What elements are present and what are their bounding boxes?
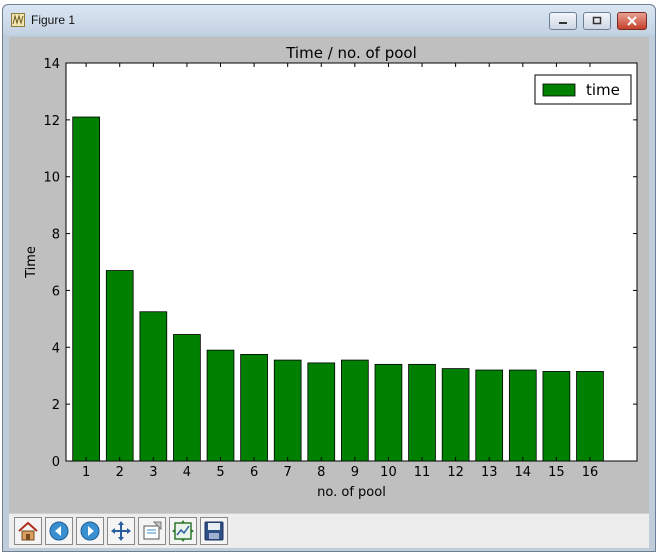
save-icon (204, 521, 224, 541)
bar-7 (273, 359, 302, 462)
app-icon (11, 13, 25, 27)
back-button[interactable] (45, 517, 73, 545)
x-tick-label: 1 (82, 465, 90, 480)
x-tick-label: 16 (582, 465, 599, 480)
x-tick-label: 3 (149, 465, 157, 480)
pan-button[interactable] (107, 517, 135, 545)
bar-6 (240, 353, 268, 462)
x-tick-label: 10 (380, 465, 397, 480)
forward-icon (80, 521, 100, 541)
x-tick-label: 15 (548, 465, 565, 480)
x-tick-label: 2 (116, 465, 124, 480)
zoom-icon (143, 521, 162, 540)
x-tick-label: 6 (250, 465, 258, 480)
configure-subplots-icon (172, 520, 194, 542)
bar-1 (72, 116, 100, 462)
bar-9 (341, 359, 369, 462)
x-tick-label: 7 (284, 465, 292, 480)
bar-5 (206, 349, 235, 462)
pan-icon (111, 521, 131, 541)
y-tick-label: 14 (43, 57, 60, 72)
bar-8 (307, 362, 336, 462)
x-tick-label: 8 (317, 465, 325, 480)
bar-10 (374, 363, 403, 462)
x-axis-label: no. of pool (317, 485, 386, 500)
bar-15 (542, 371, 571, 462)
y-tick-label: 12 (43, 114, 60, 129)
bar-3 (139, 311, 168, 462)
y-tick-label: 10 (43, 171, 60, 186)
bar-chart: Time / no. of pool no. of pool Time 0 2 4 6… (24, 44, 638, 500)
title-bar[interactable]: Figure 1 (3, 5, 655, 35)
y-axis-label: Time (24, 246, 39, 279)
x-tick-label: 13 (481, 465, 498, 480)
bar-4 (173, 334, 201, 462)
bar-13 (475, 369, 504, 462)
minimize-button[interactable] (549, 12, 577, 30)
x-tick-label: 11 (414, 465, 431, 480)
y-tick-label: 8 (52, 228, 60, 243)
close-button[interactable] (617, 12, 647, 30)
x-tick-label: 14 (515, 465, 532, 480)
figure-window: Figure 1 Time / no. of pool no. of pool … (2, 4, 656, 552)
bar-2 (105, 270, 134, 462)
bars-group (72, 116, 604, 462)
y-tick-label: 6 (52, 284, 60, 299)
legend-swatch-time (542, 83, 576, 97)
legend-label-time: time (586, 81, 620, 99)
maximize-icon (592, 16, 602, 25)
y-ticks-group: 0 2 4 6 8 10 12 14 (43, 57, 637, 470)
bar-14 (508, 369, 537, 462)
y-tick-label: 0 (52, 455, 60, 470)
forward-button[interactable] (76, 517, 104, 545)
bar-16 (576, 371, 604, 462)
x-tick-label: 4 (183, 465, 191, 480)
x-tick-label: 12 (447, 465, 464, 480)
zoom-button[interactable] (138, 517, 166, 545)
back-icon (49, 521, 69, 541)
legend: time (534, 74, 632, 105)
y-tick-label: 4 (52, 341, 60, 356)
bar-11 (408, 363, 436, 462)
x-tick-label: 9 (351, 465, 359, 480)
bar-12 (441, 368, 470, 462)
close-icon (627, 16, 637, 26)
figure-canvas: Time / no. of pool no. of pool Time 0 2 4 6… (9, 37, 649, 548)
home-button[interactable] (14, 517, 42, 545)
minimize-icon (559, 22, 567, 24)
x-ticks-group: 1 2 3 4 5 6 7 8 9 10 11 12 13 14 15 16 (82, 63, 598, 480)
save-button[interactable] (200, 517, 228, 545)
navigation-toolbar (9, 513, 649, 548)
configure-subplots-button[interactable] (169, 517, 197, 545)
y-tick-label: 2 (52, 398, 60, 413)
home-icon (18, 521, 38, 541)
x-tick-label: 5 (216, 465, 224, 480)
chart-title: Time / no. of pool (285, 44, 417, 62)
window-title: Figure 1 (31, 13, 76, 27)
maximize-button[interactable] (583, 12, 611, 30)
